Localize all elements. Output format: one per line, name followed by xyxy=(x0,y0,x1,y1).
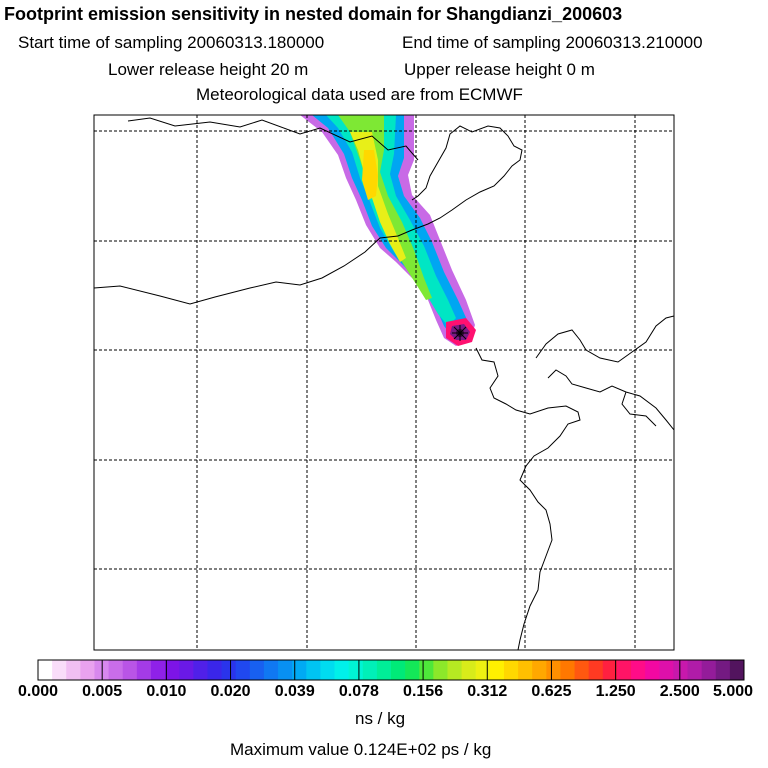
station-marker xyxy=(452,325,468,341)
lower-release-height-label: Lower release height 20 m xyxy=(108,60,309,79)
colorbar-cell xyxy=(645,660,660,680)
colorbar-cell xyxy=(518,660,533,680)
met-data-label: Meteorological data used are from ECMWF xyxy=(196,85,523,104)
colorbar-cell xyxy=(673,660,689,680)
colorbar-cell xyxy=(165,660,180,680)
colorbar-cell xyxy=(207,660,223,680)
colorbar-cell xyxy=(122,660,138,680)
colorbar-cell xyxy=(701,660,717,680)
page-title: Footprint emission sensitivity in nested… xyxy=(4,4,623,24)
colorbar-cell xyxy=(729,660,745,680)
colorbar-cell xyxy=(80,660,95,680)
colorbar-tick-label: 1.250 xyxy=(595,683,636,700)
plume-warm xyxy=(362,150,378,200)
colorbar-cell xyxy=(66,660,81,680)
colorbar-tick-label: 0.156 xyxy=(403,683,444,700)
colorbar xyxy=(38,660,745,680)
colorbar-cell xyxy=(659,660,674,680)
colorbar-tick-label: 0.039 xyxy=(274,683,315,700)
colorbar-tick-label: 0.312 xyxy=(467,683,508,700)
colorbar-tick-label: 0.078 xyxy=(338,683,379,700)
colorbar-cell xyxy=(278,660,293,680)
colorbar-cell xyxy=(320,660,336,680)
colorbar-cell xyxy=(376,660,392,680)
colorbar-cell xyxy=(235,660,251,680)
colorbar-cell xyxy=(687,660,703,680)
colorbar-cell xyxy=(108,660,124,680)
colorbar-cell xyxy=(475,660,491,680)
colorbar-cell xyxy=(193,660,208,680)
colorbar-tick-label: 0.000 xyxy=(17,683,59,700)
colorbar-cell xyxy=(574,660,590,680)
colorbar-cell xyxy=(38,660,53,680)
coastlines xyxy=(94,117,674,650)
colorbar-ticks xyxy=(101,660,681,680)
colorbar-tick-label: 0.005 xyxy=(82,683,123,700)
colorbar-cell xyxy=(433,660,448,680)
colorbar-cell xyxy=(419,660,434,680)
maximum-value-label: Maximum value 0.124E+02 ps / kg xyxy=(230,740,492,759)
colorbar-cell xyxy=(461,660,477,680)
colorbar-units: ns / kg xyxy=(355,709,406,728)
colorbar-cell xyxy=(179,660,194,680)
colorbar-cell xyxy=(334,660,350,680)
colorbar-cell xyxy=(447,660,463,680)
colorbar-cell xyxy=(489,660,505,680)
map-frame xyxy=(93,114,675,651)
map-area xyxy=(94,115,674,650)
colorbar-cell xyxy=(292,660,307,680)
colorbar-cell xyxy=(405,660,420,680)
colorbar-cell xyxy=(249,660,265,680)
colorbar-cell xyxy=(631,660,646,680)
end-time-label: End time of sampling 20060313.210000 xyxy=(402,33,703,52)
colorbar-cell xyxy=(602,660,618,680)
colorbar-cell xyxy=(348,660,364,680)
colorbar-tick-label: 0.625 xyxy=(531,683,572,700)
lat-lon-grid xyxy=(94,115,674,650)
colorbar-cell xyxy=(588,660,604,680)
colorbar-cell xyxy=(546,660,561,680)
upper-release-height-label: Upper release height 0 m xyxy=(404,60,595,79)
colorbar-cell xyxy=(136,660,152,680)
colorbar-cell xyxy=(532,660,547,680)
colorbar-cell xyxy=(263,660,279,680)
colorbar-cell xyxy=(362,660,378,680)
colorbar-cell xyxy=(221,660,237,680)
colorbar-cell xyxy=(503,660,519,680)
colorbar-tick-label: 5.000 xyxy=(712,683,754,700)
colorbar-cell xyxy=(715,660,731,680)
colorbar-cell xyxy=(616,660,632,680)
colorbar-tick-label: 2.500 xyxy=(659,683,700,700)
start-time-label: Start time of sampling 20060313.180000 xyxy=(18,33,325,52)
colorbar-cell xyxy=(391,660,406,680)
colorbar-cell xyxy=(560,660,576,680)
colorbar-cell xyxy=(150,660,166,680)
colorbar-frame xyxy=(37,659,745,681)
colorbar-tick-label: 0.010 xyxy=(146,683,187,700)
colorbar-cell xyxy=(306,660,321,680)
colorbar-cell xyxy=(52,660,67,680)
colorbar-tick-label: 0.020 xyxy=(210,683,251,700)
